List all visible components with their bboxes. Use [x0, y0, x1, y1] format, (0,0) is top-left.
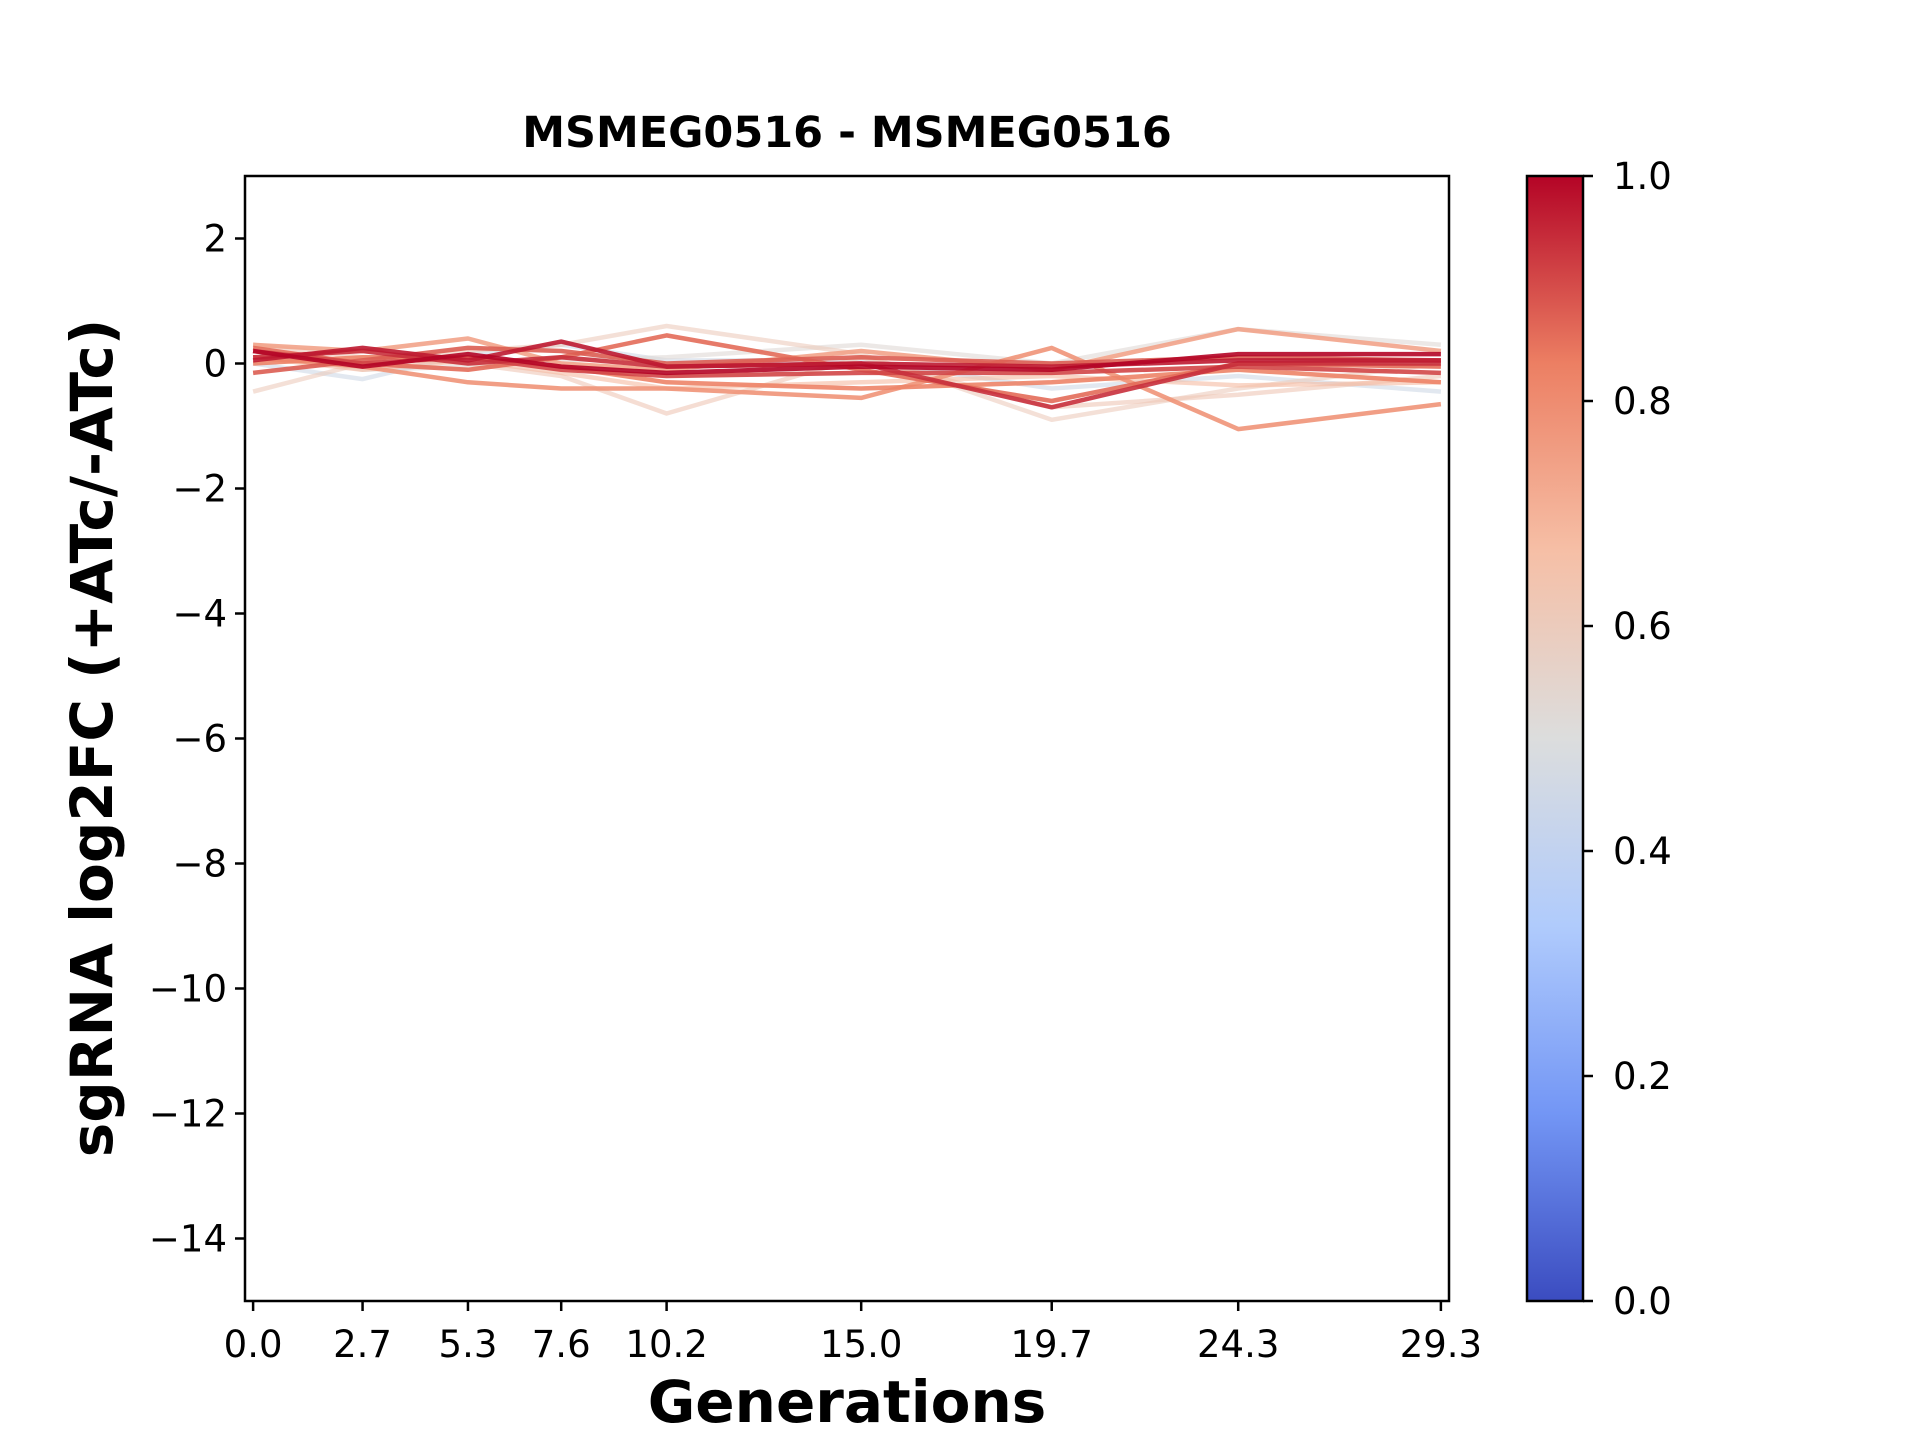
x-axis-label: Generations	[648, 1368, 1047, 1436]
y-tick-label: −6	[172, 718, 227, 761]
y-tick-label: 2	[203, 218, 227, 261]
series-layer	[252, 323, 1442, 432]
chart-title: MSMEG0516 - MSMEG0516	[522, 108, 1172, 158]
colorbar-tick-label: 0.6	[1613, 605, 1672, 648]
y-axis-label: sgRNA log2FC (+ATc/-ATc)	[58, 319, 126, 1157]
x-tick-label: 15.0	[820, 1323, 902, 1366]
x-tick-label: 24.3	[1197, 1323, 1279, 1366]
series-line-13	[252, 339, 1441, 369]
y-tick-label: 0	[203, 343, 227, 386]
colorbar-tick-label: 0.8	[1613, 380, 1672, 423]
colorbar-ticks: 0.0 0.2 0.4 0.6 0.8 1.0	[1583, 155, 1672, 1323]
y-axis-ticks: 2 0 −2 −4 −6 −8 −10 −12 −14	[149, 218, 245, 1261]
x-tick-label: 2.7	[333, 1323, 392, 1366]
colorbar-tick-label: 0.2	[1613, 1055, 1672, 1098]
series-line-14	[252, 348, 1441, 376]
y-tick-label: −14	[149, 1218, 227, 1261]
x-tick-label: 19.7	[1011, 1323, 1093, 1366]
y-tick-label: −10	[149, 968, 227, 1011]
x-tick-label: 7.6	[532, 1323, 591, 1366]
colorbar	[1525, 174, 1585, 1303]
colorbar-tick-label: 1.0	[1613, 155, 1672, 198]
x-tick-label: 0.0	[224, 1323, 283, 1366]
colorbar-tick-label: 0.0	[1613, 1280, 1672, 1323]
y-tick-label: −4	[172, 593, 227, 636]
y-tick-label: −12	[149, 1093, 227, 1136]
x-tick-label: 29.3	[1400, 1323, 1482, 1366]
x-axis-ticks: 0.0 2.7 5.3 7.6 10.2 15.0 19.7 24.3 29.3	[224, 1301, 1482, 1366]
colorbar-tick-label: 0.4	[1613, 830, 1672, 873]
y-tick-label: −8	[172, 843, 227, 886]
x-tick-label: 5.3	[439, 1323, 498, 1366]
series-line-7	[252, 345, 1442, 432]
series-line-6	[252, 326, 1442, 373]
y-tick-label: −2	[172, 468, 227, 511]
x-tick-label: 10.2	[625, 1323, 707, 1366]
